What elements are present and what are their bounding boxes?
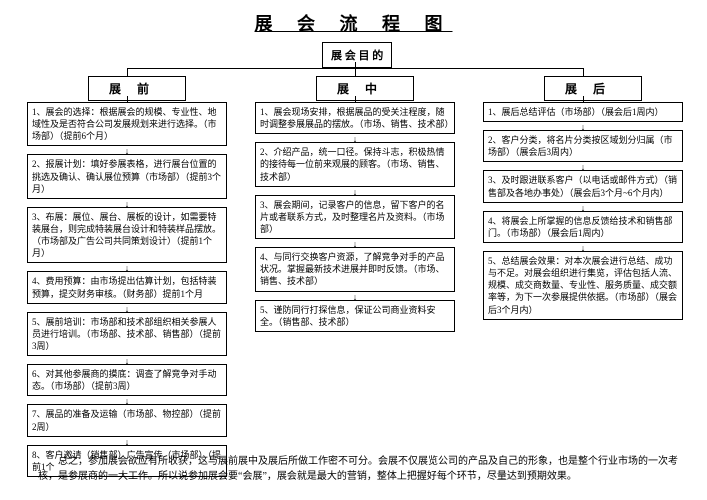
- step-box: 1、展会现场安排，根据展品的受关注程度，随时调整参展展品的摆放。（市场、销售、技…: [255, 102, 455, 134]
- column-after: 1、展后总结评估（市场部）（展会后1周内） ↓ 2、客户分类，将名片分类按区域划…: [483, 102, 683, 322]
- connector: [355, 68, 356, 76]
- step-box: 3、展会期间，记录客户的信息，留下客户的名片或者联系方式，及时整理名片及资料。（…: [255, 195, 455, 239]
- root-node: 展 会 目 的: [322, 42, 392, 68]
- connector: [583, 68, 584, 76]
- step-box: 4、费用预算：由市场提出估算计划，包括特装预算，提交财务审核。（财务部）提前1个…: [27, 271, 227, 303]
- step-box: 2、客户分类，将名片分类按区域划分归属（市场部）（展会后3周内）: [483, 130, 683, 162]
- phase-after: 展后: [544, 76, 642, 101]
- step-box: 2、报展计划：填好参展表格，进行展台位置的挑选及确认、确认展位预算（市场部）（提…: [27, 154, 227, 198]
- page-title: 展 会 流 程 图: [0, 10, 707, 36]
- phase-before: 展前: [88, 76, 186, 101]
- step-box: 5、展前培训：市场部和技术部组织相关参展人员进行培训。（市场部、技术部、销售部）…: [27, 312, 227, 356]
- step-box: 4、与同行交换客户资源，了解竞争对手的产品状况。掌握最新技术进展并即时反馈。（市…: [255, 247, 455, 291]
- phase-during: 展中: [316, 76, 414, 101]
- step-box: 2、介绍产品，统一口径。保持斗志，积极热情的接待每一位前来观展的顾客。（市场、销…: [255, 142, 455, 186]
- step-box: 3、及时跟进联系客户（以电话或邮件方式）（销售部及各地办事处）（展会后3个月~6…: [483, 170, 683, 202]
- step-box: 7、展品的准备及运输（市场部、物控部）（提前2周）: [27, 404, 227, 436]
- step-box: 3、布展：展位、展台、展板的设计，如需要特装展台，则完成特装展台设计和特装样品摆…: [27, 207, 227, 264]
- step-box: 4、将展会上所掌握的信息反馈给技术和销售部门。（市场部）（展会后1周内）: [483, 211, 683, 243]
- step-box: 5、总结展会效果：对本次展会进行总结、成功与不足。对展会组织进行集览，评估包括人…: [483, 251, 683, 320]
- step-box: 1、展会的选择：根据展会的规模、专业性、地域性及是否符合公司发展规划来进行选择。…: [27, 102, 227, 146]
- connector: [127, 68, 128, 76]
- step-box: 1、展后总结评估（市场部）（展会后1周内）: [483, 102, 683, 122]
- column-before: 1、展会的选择：根据展会的规模、专业性、地域性及是否符合公司发展规划来进行选择。…: [27, 102, 227, 479]
- step-box: 6、对其他参展商的摸底：调查了解竞争对手动态。（市场部）（提前3周）: [27, 364, 227, 396]
- step-box: 5、谨防同行打探信息，保证公司商业资料安全。（销售部、技术部）: [255, 300, 455, 332]
- summary-text: 总之，参加展会欲应有所收获，这与展前展中及展后所做工作密不可分。会展不仅展览公司…: [38, 454, 687, 484]
- column-during: 1、展会现场安排，根据展品的受关注程度，随时调整参展展品的摆放。（市场、销售、技…: [255, 102, 455, 334]
